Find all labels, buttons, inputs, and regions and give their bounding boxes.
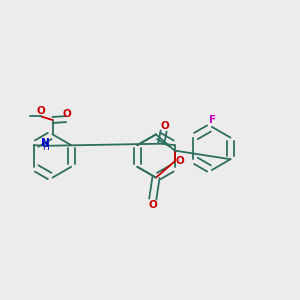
- Text: O: O: [36, 106, 45, 116]
- Text: O: O: [176, 156, 184, 167]
- Text: O: O: [160, 121, 169, 131]
- Text: H: H: [42, 143, 49, 152]
- Text: O: O: [62, 109, 71, 119]
- Text: N: N: [41, 138, 50, 148]
- Text: F: F: [209, 115, 216, 125]
- Text: O: O: [148, 200, 157, 210]
